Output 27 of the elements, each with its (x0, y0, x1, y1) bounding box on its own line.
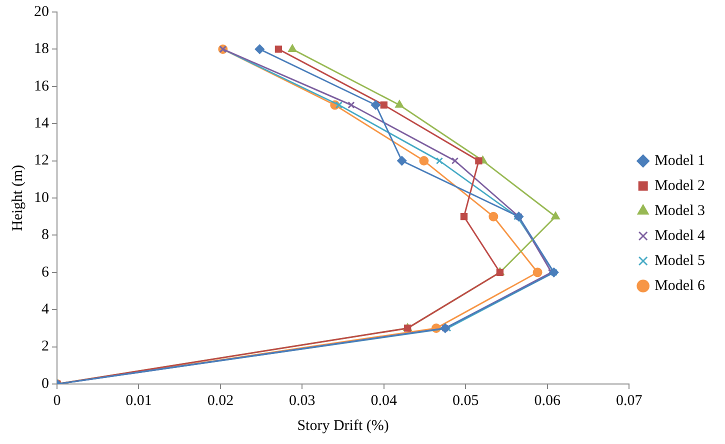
x-tick-label: 0.06 (534, 392, 561, 409)
y-axis-title: Height (m) (10, 164, 26, 232)
y-tick-label: 10 (34, 190, 49, 206)
x-tick-label: 0.04 (370, 392, 398, 409)
y-tick-label: 14 (34, 116, 50, 132)
x-tick-label: 0.02 (207, 392, 234, 409)
legend-label: Model 5 (654, 252, 706, 269)
y-tick-label: 4 (42, 302, 50, 318)
y-tick-label: 6 (42, 264, 50, 280)
y-tick-label: 0 (42, 376, 49, 392)
y-tick-label: 16 (34, 78, 50, 94)
legend-label: Model 1 (654, 152, 706, 169)
y-tick-label: 8 (42, 227, 49, 244)
legend-label: Model 6 (654, 278, 706, 294)
legend-label: Model 4 (654, 228, 706, 244)
x-axis-title: Story Drift (%) (297, 418, 389, 434)
y-tick-label: 12 (34, 152, 49, 169)
x-tick-label: 0.01 (126, 392, 152, 409)
legend-label: Model 2 (654, 178, 706, 194)
x-tick-label: 0.07 (616, 392, 643, 409)
y-tick-label: 2 (42, 338, 49, 355)
x-tick-label: 0 (53, 392, 61, 409)
legend-label: Model 3 (654, 202, 706, 219)
y-tick-label: 18 (34, 41, 49, 58)
y-tick-label: 20 (34, 4, 49, 20)
x-tick-label: 0.05 (452, 392, 479, 409)
x-tick-label: 0.03 (289, 392, 316, 409)
